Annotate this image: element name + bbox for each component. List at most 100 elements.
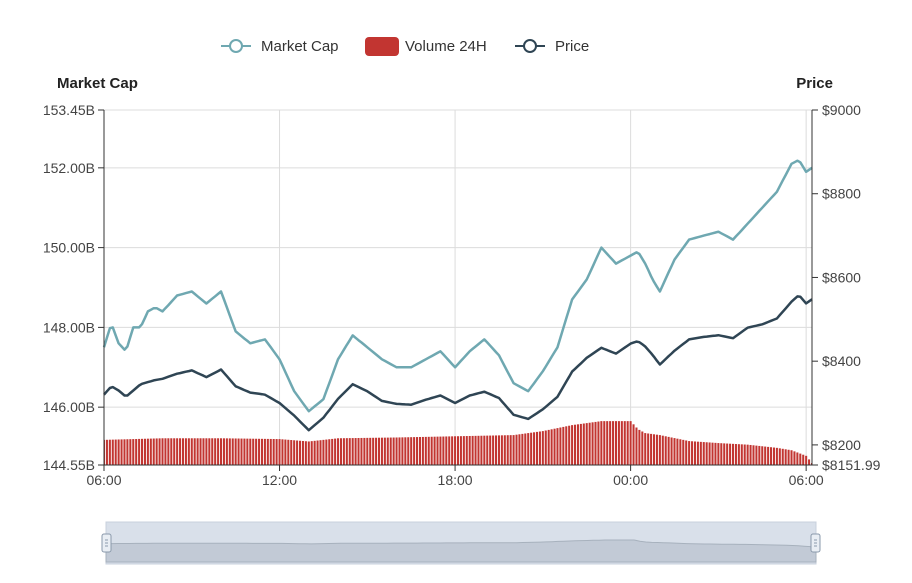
volume-bar [307,441,310,465]
x-tick-label: 12:00 [262,472,297,488]
volume-bar [243,438,246,465]
zoom-left-handle[interactable] [101,533,112,553]
volume-bar [772,447,775,465]
volume-bar [413,437,416,465]
volume-bar [167,438,170,465]
volume-bar [682,439,685,465]
volume-bar [129,439,132,465]
volume-bar [380,437,383,465]
right-axis-ticks: $8151.99 $8200 $8400 $8600 $8800 $9000 [812,102,881,473]
volume-bar [339,438,342,465]
legend-item-market-cap[interactable]: Market Cap [221,38,339,55]
right-tick-label: $8800 [822,186,861,202]
volume-bars [104,421,812,465]
volume-bar [430,436,433,465]
volume-bar [334,438,337,465]
volume-bar [331,438,334,465]
volume-bar [594,421,597,465]
volume-bar [518,434,521,465]
volume-bar [553,428,556,465]
volume-bar [790,450,793,465]
right-tick-label: $8400 [822,353,861,369]
volume-bar [278,439,281,465]
left-tick-label: 144.55B [43,457,95,473]
volume-bar [293,440,296,465]
volume-bar [392,437,395,465]
volume-bar [436,436,439,465]
volume-bar [711,442,714,465]
volume-bar [521,433,524,465]
volume-bar [269,438,272,465]
volume-bar [685,440,688,465]
volume-bar [416,437,419,465]
volume-bar [375,437,378,465]
volume-bar [462,436,465,465]
volume-bar [717,443,720,465]
volume-bar [316,440,319,465]
legend-item-volume[interactable]: Volume 24H [365,37,487,56]
volume-bar [629,421,632,465]
volume-bar [421,436,424,465]
volume-bar [345,438,348,465]
volume-bar [176,438,179,465]
legend-label-market-cap: Market Cap [261,38,339,55]
x-tick-label: 06:00 [86,472,121,488]
volume-bar [433,436,436,465]
volume-bar [395,437,398,465]
zoom-right-handle[interactable] [810,533,821,553]
volume-bar [673,438,676,465]
volume-bar [132,439,135,465]
volume-bar [126,439,129,465]
volume-bar [568,425,571,465]
volume-bar [734,444,737,465]
left-tick-label: 150.00B [43,240,95,256]
volume-bar [240,438,243,465]
data-zoom-slider[interactable] [101,521,821,565]
volume-bar [220,438,223,465]
volume-bar [620,421,623,465]
legend-label-price: Price [555,38,589,55]
volume-bar [544,430,547,465]
volume-bar [404,437,407,465]
volume-bar [208,438,211,465]
volume-bar [691,441,694,465]
volume-bar [451,436,454,465]
market-cap-line [102,159,813,413]
x-axis-ticks: 06:00 12:00 18:00 00:00 06:00 [86,465,824,488]
volume-bar [574,424,577,465]
volume-bar [635,427,638,465]
volume-bar [284,439,287,465]
volume-bar [720,443,723,465]
volume-bar [749,444,752,465]
volume-bar [383,437,386,465]
legend-item-price[interactable]: Price [515,38,589,55]
volume-bar [796,452,799,465]
volume-bar [328,439,331,465]
volume-bar [418,436,421,465]
volume-bar [290,440,293,465]
left-tick-label: 152.00B [43,160,95,176]
volume-bar [325,439,328,465]
volume-bar [149,438,152,465]
volume-bar [471,435,474,465]
x-tick-label: 06:00 [789,472,824,488]
volume-bar [699,441,702,465]
volume-bar [389,437,392,465]
volume-bar [702,442,705,465]
volume-bar [509,435,512,465]
volume-bar [448,436,451,465]
volume-bar [480,435,483,465]
volume-bar [377,437,381,465]
volume-bar [530,432,533,465]
volume-bar [808,459,811,465]
volume-bar [465,436,468,465]
right-tick-label: $8151.99 [822,457,881,473]
volume-bar [152,438,155,465]
volume-bar [190,438,193,465]
volume-bar [597,421,600,465]
right-tick-label: $8600 [822,269,861,285]
grid [104,109,812,466]
volume-bar [401,437,404,465]
legend: Market Cap Volume 24H Price [221,37,589,56]
volume-bar [726,443,729,465]
